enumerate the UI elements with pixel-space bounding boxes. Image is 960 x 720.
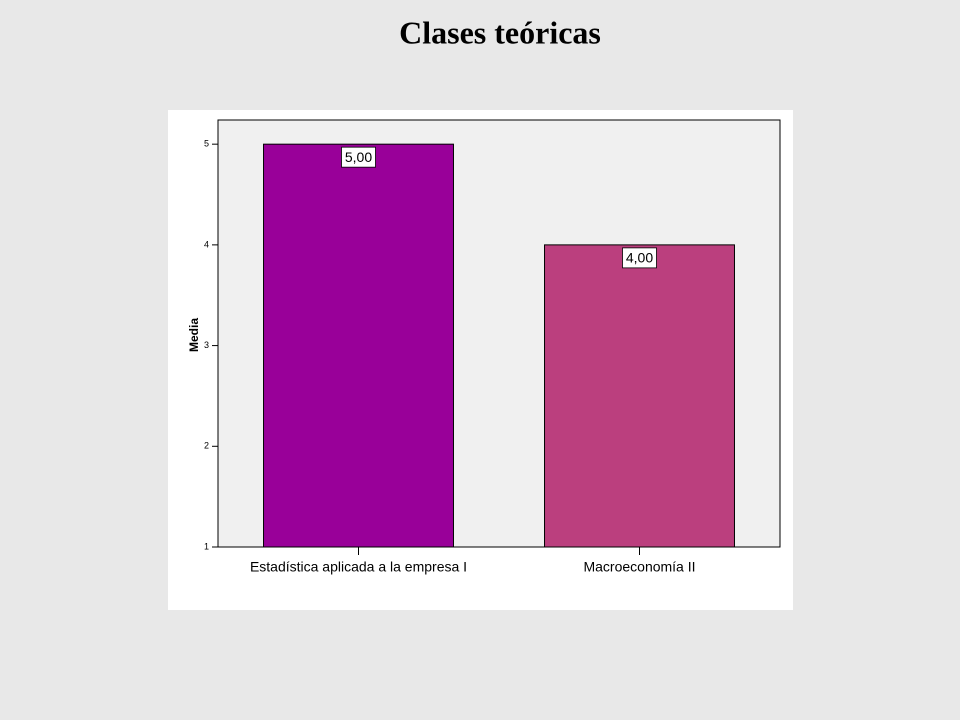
value-label: 5,00 — [345, 149, 372, 165]
x-tick-label: Estadística aplicada a la empresa I — [250, 559, 467, 575]
x-tick-label: Macroeconomía II — [583, 559, 695, 575]
bar — [544, 244, 735, 548]
bar — [263, 143, 454, 548]
value-label-box — [341, 146, 376, 168]
y-tick-label: 1 — [204, 541, 209, 551]
chart-title: Clases teóricas — [399, 14, 601, 50]
y-tick-label: 2 — [204, 441, 209, 451]
y-tick-label: 5 — [204, 139, 209, 149]
y-tick-label: 4 — [204, 239, 209, 249]
y-tick-label: 3 — [204, 340, 209, 350]
y-axis-label: Media — [187, 318, 201, 352]
value-label: 4,00 — [626, 250, 653, 266]
value-label-box — [622, 247, 657, 269]
